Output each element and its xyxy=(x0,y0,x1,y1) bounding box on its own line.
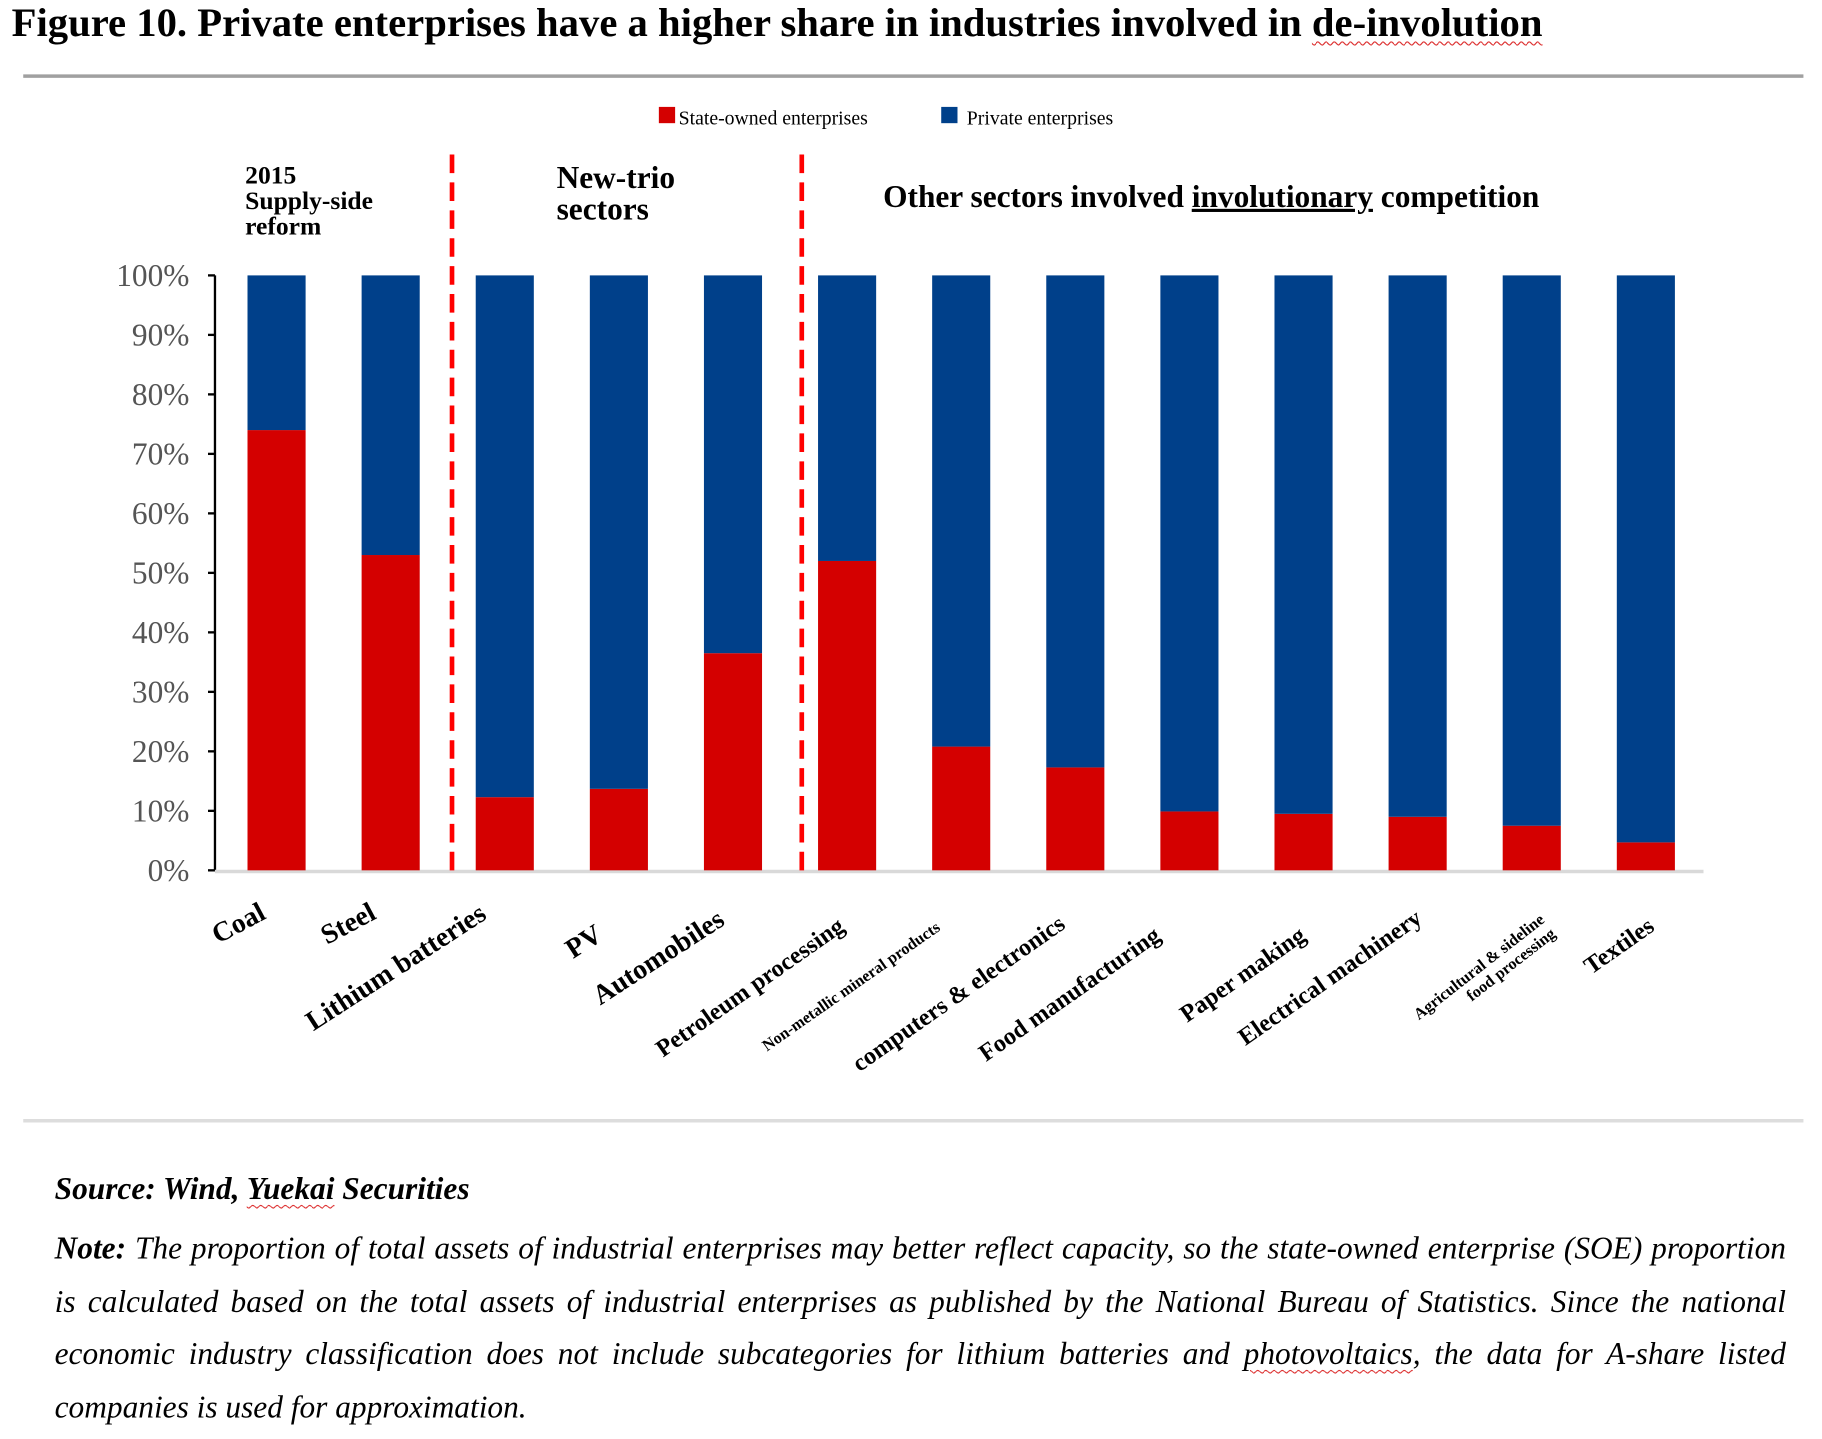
bar-segment xyxy=(1160,275,1219,812)
note-paragraph: Note: The proportion of total assets of … xyxy=(55,1222,1786,1433)
bar-segment xyxy=(1502,275,1561,826)
group-label-new-trio: sectors xyxy=(557,192,649,227)
bar-segment xyxy=(703,275,763,654)
source-label: Source: Wind, xyxy=(54,1171,247,1207)
x-tick-label: Steel xyxy=(316,897,381,951)
bar-segment xyxy=(932,746,991,871)
bar-segment xyxy=(932,275,991,747)
x-tick-label: Agricultural & sideline xyxy=(1410,910,1548,1023)
note-label: Note: xyxy=(54,1230,127,1266)
bar-segment xyxy=(361,555,420,871)
group-label-supply-side: 2015 xyxy=(245,161,296,190)
bar-segment xyxy=(247,275,306,431)
source-underlined: Yuekai xyxy=(246,1171,335,1207)
note-text: The proportion of total assets of indust… xyxy=(54,1230,1786,1372)
x-tick-label: Automobiles xyxy=(587,904,730,1012)
bar-segment xyxy=(247,430,306,871)
figure-title: Figure 10. Private enterprises have a hi… xyxy=(12,0,1543,46)
x-tick-label: Textiles xyxy=(1579,912,1659,979)
bar-segment xyxy=(589,788,648,871)
legend-swatch xyxy=(658,106,676,124)
bar-segment xyxy=(475,275,534,798)
x-tick-label: Food manufacturing xyxy=(974,922,1165,1067)
legend-label: Private enterprises xyxy=(967,107,1113,129)
legend-swatch xyxy=(941,106,958,124)
note-underlined: photovoltaics xyxy=(1243,1336,1413,1372)
bar-segment xyxy=(361,275,420,556)
bar-segment xyxy=(1160,811,1219,871)
bar-segment xyxy=(1274,275,1333,814)
stacked-bar-chart: State-owned enterprises Private enterpris… xyxy=(116,106,1704,1077)
x-tick-label: Coal xyxy=(207,897,271,951)
group-label-supply-side: reform xyxy=(245,212,321,241)
source-suffix: Securities xyxy=(334,1171,470,1207)
y-tick-label: 0% xyxy=(148,853,190,888)
bar-segment xyxy=(1502,825,1561,871)
y-tick-label: 30% xyxy=(132,674,189,709)
y-tick-label: 60% xyxy=(132,496,189,531)
title-divider xyxy=(23,74,1804,78)
bar-segment xyxy=(1046,275,1105,768)
x-tick-label: computers & electronics xyxy=(848,910,1071,1077)
y-tick-label: 50% xyxy=(132,555,189,590)
y-tick-label: 70% xyxy=(132,436,189,471)
y-tick-label: 80% xyxy=(132,377,189,412)
group-label-new-trio: New-trio xyxy=(557,160,675,195)
bar-segment xyxy=(1046,767,1105,871)
legend-label: State-owned enterprises xyxy=(679,107,868,129)
bar-segment xyxy=(818,275,877,561)
group-label-supply-side: Supply-side xyxy=(245,186,373,215)
bar-segment xyxy=(475,797,534,871)
title-underlined-word: de-involution xyxy=(1311,0,1543,46)
group-label-other-sectors: Other sectors involved involutionary com… xyxy=(883,179,1539,214)
bar-segment xyxy=(818,560,877,871)
bar-segment xyxy=(703,653,763,871)
y-tick-label: 20% xyxy=(132,734,189,769)
title-text: Figure 10. Private enterprises have a hi… xyxy=(11,0,1312,46)
y-tick-label: 100% xyxy=(116,258,189,293)
x-tick-label: PV xyxy=(560,919,608,965)
bar-segment xyxy=(589,275,648,789)
y-tick-label: 40% xyxy=(132,615,189,650)
bar-segment xyxy=(1616,275,1675,843)
bar-segment xyxy=(1388,275,1447,817)
bar-segment xyxy=(1274,813,1333,871)
y-tick-label: 90% xyxy=(132,317,189,352)
note-tail: , the data for A-share listed companies … xyxy=(54,1336,1786,1425)
chart-bottom-divider xyxy=(23,1119,1804,1123)
source-line: Source: Wind, Yuekai Securities xyxy=(55,1171,470,1207)
bar-segment xyxy=(1616,842,1675,871)
bar-segment xyxy=(1388,816,1447,871)
y-tick-label: 10% xyxy=(132,793,189,828)
